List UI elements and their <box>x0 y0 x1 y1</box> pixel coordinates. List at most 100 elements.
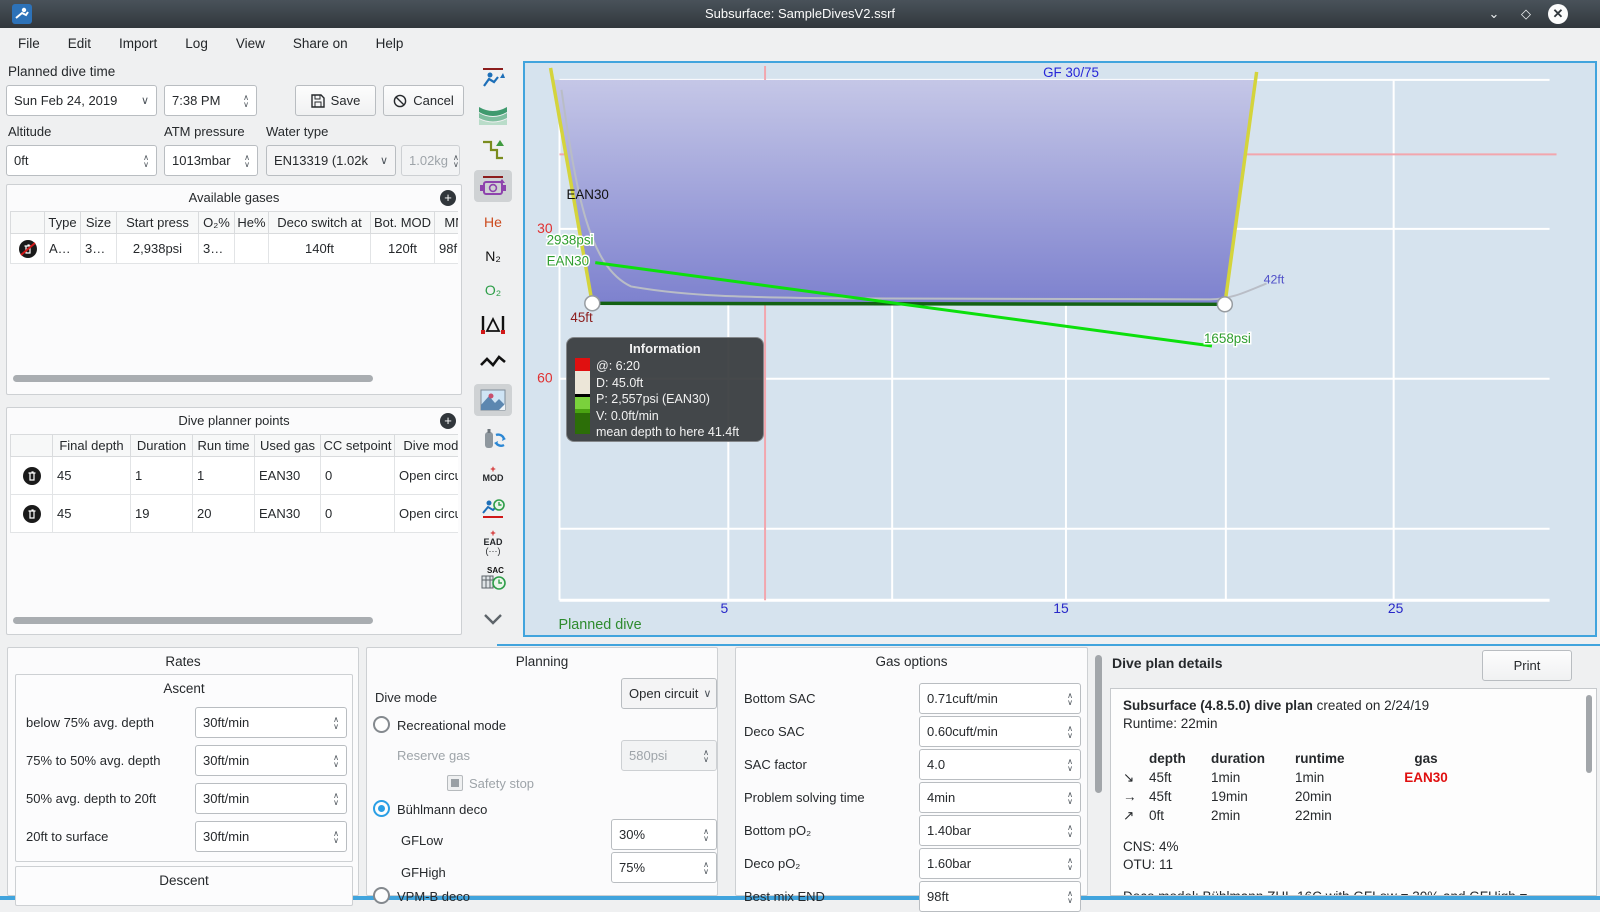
toolbar-tissues-button[interactable] <box>474 308 512 340</box>
menu-help[interactable]: Help <box>375 35 404 51</box>
atm-pressure-spinner[interactable]: 1013mbar ∧ ∨ <box>164 145 258 176</box>
menu-file[interactable]: File <box>18 35 40 51</box>
col-dive-mode[interactable]: Dive mode <box>394 434 458 457</box>
add-gas-button[interactable]: + <box>440 190 456 206</box>
toolbar-waves-button[interactable] <box>474 98 512 130</box>
toolbar-pn-he-button[interactable]: He <box>474 206 512 238</box>
point-mode[interactable]: Open circuit <box>394 456 458 495</box>
altitude-spinner[interactable]: 0ft ∧ ∨ <box>6 145 157 176</box>
col-start-press[interactable]: Start press <box>116 211 199 234</box>
toolbar-setpoint-button[interactable] <box>474 170 512 202</box>
gflow-spinner[interactable]: 30% ∧ ∨ <box>611 819 717 850</box>
toolbar-ead-button[interactable]: + EAD (···) <box>474 526 512 558</box>
bottom-po2-spinner[interactable]: 1.40bar ∧ ∨ <box>919 815 1081 846</box>
gas-he[interactable] <box>234 233 269 264</box>
menu-import[interactable]: Import <box>119 35 158 51</box>
toolbar-ndl-button[interactable] <box>474 492 512 524</box>
gases-hscrollbar[interactable] <box>13 375 373 382</box>
cancel-button[interactable]: Cancel <box>383 85 464 116</box>
ascent-rate-20ft-spinner[interactable]: 30ft/min ∧ ∨ <box>195 783 347 814</box>
maximize-button[interactable]: ◇ <box>1521 6 1531 21</box>
time-tick-15: 15 <box>1053 600 1069 616</box>
vpmb-radio[interactable] <box>373 887 390 904</box>
point-runtime[interactable]: 20 <box>192 494 255 533</box>
col-mnd[interactable]: MN <box>434 211 458 234</box>
deco-po2-spinner[interactable]: 1.60bar ∧ ∨ <box>919 848 1081 879</box>
best-mix-end-spinner[interactable]: 98ft ∧ ∨ <box>919 881 1081 912</box>
profile-handle-end[interactable] <box>1216 296 1234 313</box>
point-duration[interactable]: 1 <box>130 456 193 495</box>
delete-point-icon[interactable] <box>22 466 42 486</box>
add-point-button[interactable]: + <box>440 413 456 429</box>
point-depth[interactable]: 45 <box>52 494 131 533</box>
point-gas[interactable]: EAN30 <box>254 456 321 495</box>
deco-sac-spinner[interactable]: 0.60cuft/min ∧ ∨ <box>919 716 1081 747</box>
dive-time-value: 7:38 PM <box>172 93 221 108</box>
toolbar-pn-n2-button[interactable]: N₂ <box>474 240 512 272</box>
gas-bot-mod[interactable]: 120ft <box>370 233 435 264</box>
gas-deco-switch[interactable]: 140ft <box>268 233 371 264</box>
point-depth[interactable]: 45 <box>52 456 131 495</box>
close-button[interactable]: ✕ <box>1548 4 1568 24</box>
menu-edit[interactable]: Edit <box>67 35 92 51</box>
problem-time-spinner[interactable]: 4min ∧ ∨ <box>919 782 1081 813</box>
point-gas[interactable]: EAN30 <box>254 494 321 533</box>
gas-type[interactable]: A… <box>44 233 81 264</box>
ascent-rate-75-spinner[interactable]: 30ft/min ∧ ∨ <box>195 707 347 738</box>
toolbar-photos-button[interactable] <box>474 384 512 416</box>
toolbar-heartrate-button[interactable] <box>474 346 512 378</box>
col-type[interactable]: Type <box>44 211 81 234</box>
gas-mnd[interactable]: 98f <box>434 233 458 264</box>
print-button[interactable]: Print <box>1482 650 1572 681</box>
bottom-sac-spinner[interactable]: 0.71cuft/min ∧ ∨ <box>919 683 1081 714</box>
gas-size[interactable]: 3… <box>80 233 117 264</box>
delete-point-icon[interactable] <box>22 504 42 524</box>
save-button[interactable]: Save <box>295 85 376 116</box>
col-bot-mod[interactable]: Bot. MOD <box>370 211 435 234</box>
bottom-vscrollbar[interactable] <box>1095 655 1102 793</box>
sac-factor-spinner[interactable]: 4.0 ∧ ∨ <box>919 749 1081 780</box>
point-setpoint[interactable]: 0 <box>320 494 395 533</box>
toolbar-mod-button[interactable]: + MOD <box>474 458 512 490</box>
dive-time-spinner[interactable]: 7:38 PM ∧ ∨ <box>164 85 257 116</box>
delete-gas-icon[interactable] <box>18 239 38 259</box>
plan-vscrollbar[interactable] <box>1586 695 1592 773</box>
toolbar-scroll-down-button[interactable] <box>474 603 512 635</box>
toolbar-calc-ceiling-button[interactable] <box>474 62 512 94</box>
col-final-depth[interactable]: Final depth <box>52 434 131 457</box>
col-used-gas[interactable]: Used gas <box>254 434 321 457</box>
dive-date-combo[interactable]: Sun Feb 24, 2019 ∨ <box>6 85 157 116</box>
water-type-combo[interactable]: EN13319 (1.02k ∨ <box>266 145 396 176</box>
buhlmann-radio[interactable] <box>373 800 390 817</box>
gas-row: A… 3… 2,938psi 3… 140ft 120ft 98f <box>10 233 458 264</box>
col-duration[interactable]: Duration <box>130 434 193 457</box>
ascent-rate-50-spinner[interactable]: 30ft/min ∧ ∨ <box>195 745 347 776</box>
point-setpoint[interactable]: 0 <box>320 456 395 495</box>
col-cc-setpoint[interactable]: CC setpoint <box>320 434 395 457</box>
menu-share-on[interactable]: Share on <box>292 35 348 51</box>
dive-plan-text[interactable]: Subsurface (4.8.5.0) dive plan created o… <box>1110 688 1597 896</box>
point-mode[interactable]: Open circuit <box>394 494 458 533</box>
col-run-time[interactable]: Run time <box>192 434 255 457</box>
col-size[interactable]: Size <box>80 211 117 234</box>
gas-o2[interactable]: 3… <box>198 233 235 264</box>
toolbar-pn-o2-button[interactable]: O₂ <box>474 274 512 306</box>
point-runtime[interactable]: 1 <box>192 456 255 495</box>
col-deco-switch[interactable]: Deco switch at <box>268 211 371 234</box>
points-hscrollbar[interactable] <box>13 617 373 624</box>
minimize-button[interactable]: ⌄ <box>1488 6 1500 21</box>
ascent-rate-surface-spinner[interactable]: 30ft/min ∧ ∨ <box>195 821 347 852</box>
recreational-radio[interactable] <box>373 716 390 733</box>
toolbar-ceiling-button[interactable] <box>474 134 512 166</box>
toolbar-tank-button[interactable] <box>474 422 512 454</box>
point-duration[interactable]: 19 <box>130 494 193 533</box>
col-o2[interactable]: O₂% <box>198 211 235 234</box>
col-he[interactable]: He% <box>234 211 269 234</box>
dive-mode-combo[interactable]: Open circuit ∨ <box>621 678 717 709</box>
menu-view[interactable]: View <box>235 35 265 51</box>
toolbar-sac-button[interactable]: SAC <box>474 562 512 594</box>
gfhigh-spinner[interactable]: 75% ∧ ∨ <box>611 852 717 883</box>
profile-handle-start[interactable] <box>584 295 601 312</box>
menu-log[interactable]: Log <box>185 35 208 51</box>
gas-start-press[interactable]: 2,938psi <box>116 233 199 264</box>
